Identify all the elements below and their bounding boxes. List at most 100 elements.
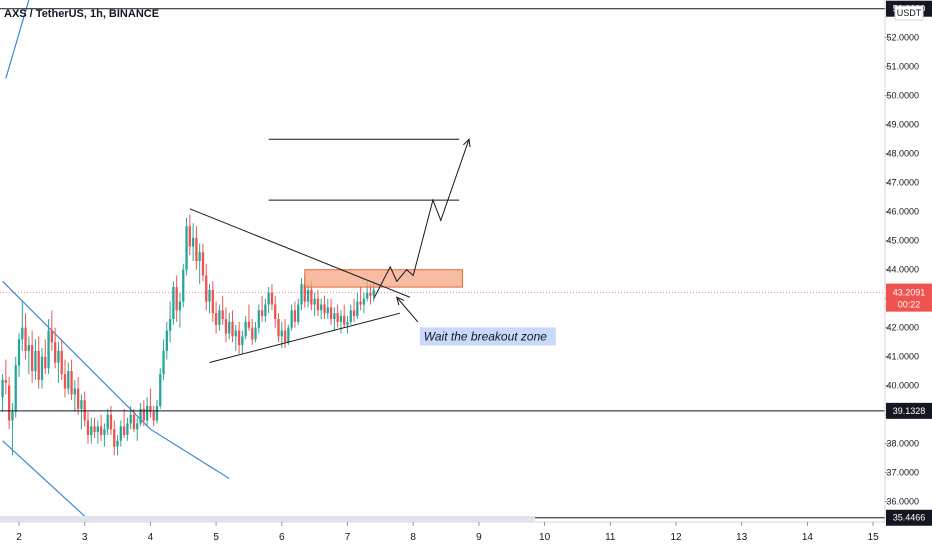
candle-body	[316, 298, 320, 311]
currency-label-box[interactable]: USDT	[894, 5, 924, 21]
candle-body	[24, 327, 27, 351]
candle-body	[168, 319, 172, 331]
candle-body	[60, 350, 63, 375]
time-tick-label: 4	[148, 532, 154, 543]
annotation-arrowhead	[396, 296, 405, 306]
candle-body	[195, 237, 198, 261]
candle-body	[244, 321, 247, 337]
candle-body	[241, 336, 244, 346]
candle-body	[99, 426, 103, 435]
candle-body	[93, 426, 96, 433]
price-tick-label: 46.0000	[886, 207, 919, 217]
candle-body	[37, 350, 40, 380]
candle-body	[142, 408, 145, 421]
candle-body	[339, 316, 343, 322]
candle-body	[228, 321, 231, 334]
candle-body	[343, 316, 346, 325]
candle-body	[86, 420, 90, 435]
candle-body	[122, 426, 126, 435]
time-tick-label: 7	[345, 532, 351, 543]
projection-path[interactable]	[373, 139, 470, 299]
time-tick-label: 11	[605, 532, 616, 543]
candle-body	[280, 330, 283, 337]
symbol-title[interactable]: AXS / TetherUS, 1h, BINANCE	[4, 8, 160, 20]
candle-body	[208, 290, 211, 302]
candle-body	[257, 310, 260, 328]
candles	[1, 214, 375, 456]
candle-body	[287, 327, 290, 343]
candle-body	[346, 321, 349, 325]
candle-body	[362, 298, 366, 305]
candle-body	[165, 330, 168, 351]
candle-body	[306, 290, 310, 302]
candle-body	[323, 304, 326, 314]
candle-body	[4, 379, 8, 383]
candle-body	[63, 374, 67, 389]
candle-body	[7, 385, 11, 421]
annotation-text: Wait the breakout zone	[424, 329, 548, 343]
level-badge-1	[886, 402, 932, 419]
channel-far-line	[5, 0, 30, 79]
candle-body	[329, 307, 333, 319]
candle-body	[70, 371, 73, 395]
triangle-upper-line[interactable]	[189, 208, 411, 298]
candle-body	[237, 330, 241, 346]
channel-lower-line	[2, 440, 86, 517]
time-tick-label: 15	[868, 532, 880, 543]
candle-body	[290, 310, 293, 328]
candle-body	[274, 304, 277, 319]
candle-body	[205, 275, 208, 302]
candle-body	[191, 237, 195, 247]
candle-body	[349, 310, 352, 322]
candle-body	[149, 406, 152, 412]
annotation-arrow-line[interactable]	[396, 296, 419, 323]
candle-body	[326, 307, 329, 314]
candle-body	[211, 290, 214, 314]
candle-body	[90, 426, 93, 435]
candle-body	[145, 406, 149, 421]
candle-body	[119, 426, 122, 441]
candle-body	[264, 304, 267, 317]
candle-body	[313, 298, 316, 305]
time-tick-label: 13	[736, 532, 748, 543]
candle-body	[297, 304, 300, 322]
candle-body	[17, 339, 21, 366]
annotation[interactable]: Wait the breakout zone	[419, 327, 556, 346]
price-tick-label: 49.0000	[886, 120, 919, 130]
price-axis[interactable]: 36.000037.000038.000039.000040.000041.00…	[884, 0, 932, 522]
currency-label: USDT	[897, 8, 922, 18]
time-tick-label: 8	[410, 532, 416, 543]
price-tick-label: 47.0000	[886, 178, 919, 188]
current-price-badge	[886, 283, 932, 312]
candle-body	[366, 292, 369, 299]
candle-body	[188, 226, 191, 247]
candle-body	[155, 406, 159, 421]
candle-body	[132, 414, 136, 430]
time-tick-label: 3	[82, 532, 88, 543]
resistance-zone[interactable]	[304, 269, 463, 288]
pattern-drawings	[189, 138, 471, 363]
candle-body	[214, 313, 218, 325]
candle-body	[310, 290, 313, 305]
annotation-background	[419, 327, 556, 346]
time-range-bar[interactable]	[0, 516, 535, 522]
candle-body	[34, 350, 37, 372]
candle-body	[106, 414, 109, 430]
candle-body	[53, 342, 57, 363]
time-tick-label: 10	[539, 532, 551, 543]
time-tick-label: 2	[16, 532, 22, 543]
candle-body	[185, 226, 188, 270]
candle-body	[369, 292, 372, 296]
candle-body	[67, 371, 70, 389]
time-axis[interactable]: 2 3 4 5 6 7 8 9 10 11 12 13 14 15	[0, 516, 932, 550]
triangle-lower-line[interactable]	[209, 312, 401, 363]
candle-body	[80, 400, 83, 409]
candle-body	[182, 269, 185, 302]
price-tick-label: 50.0000	[886, 91, 919, 101]
currency-label-bg	[894, 5, 924, 21]
price-tick-label: 42.0000	[886, 323, 919, 333]
candle-body	[113, 429, 116, 447]
candle-body	[116, 440, 119, 447]
